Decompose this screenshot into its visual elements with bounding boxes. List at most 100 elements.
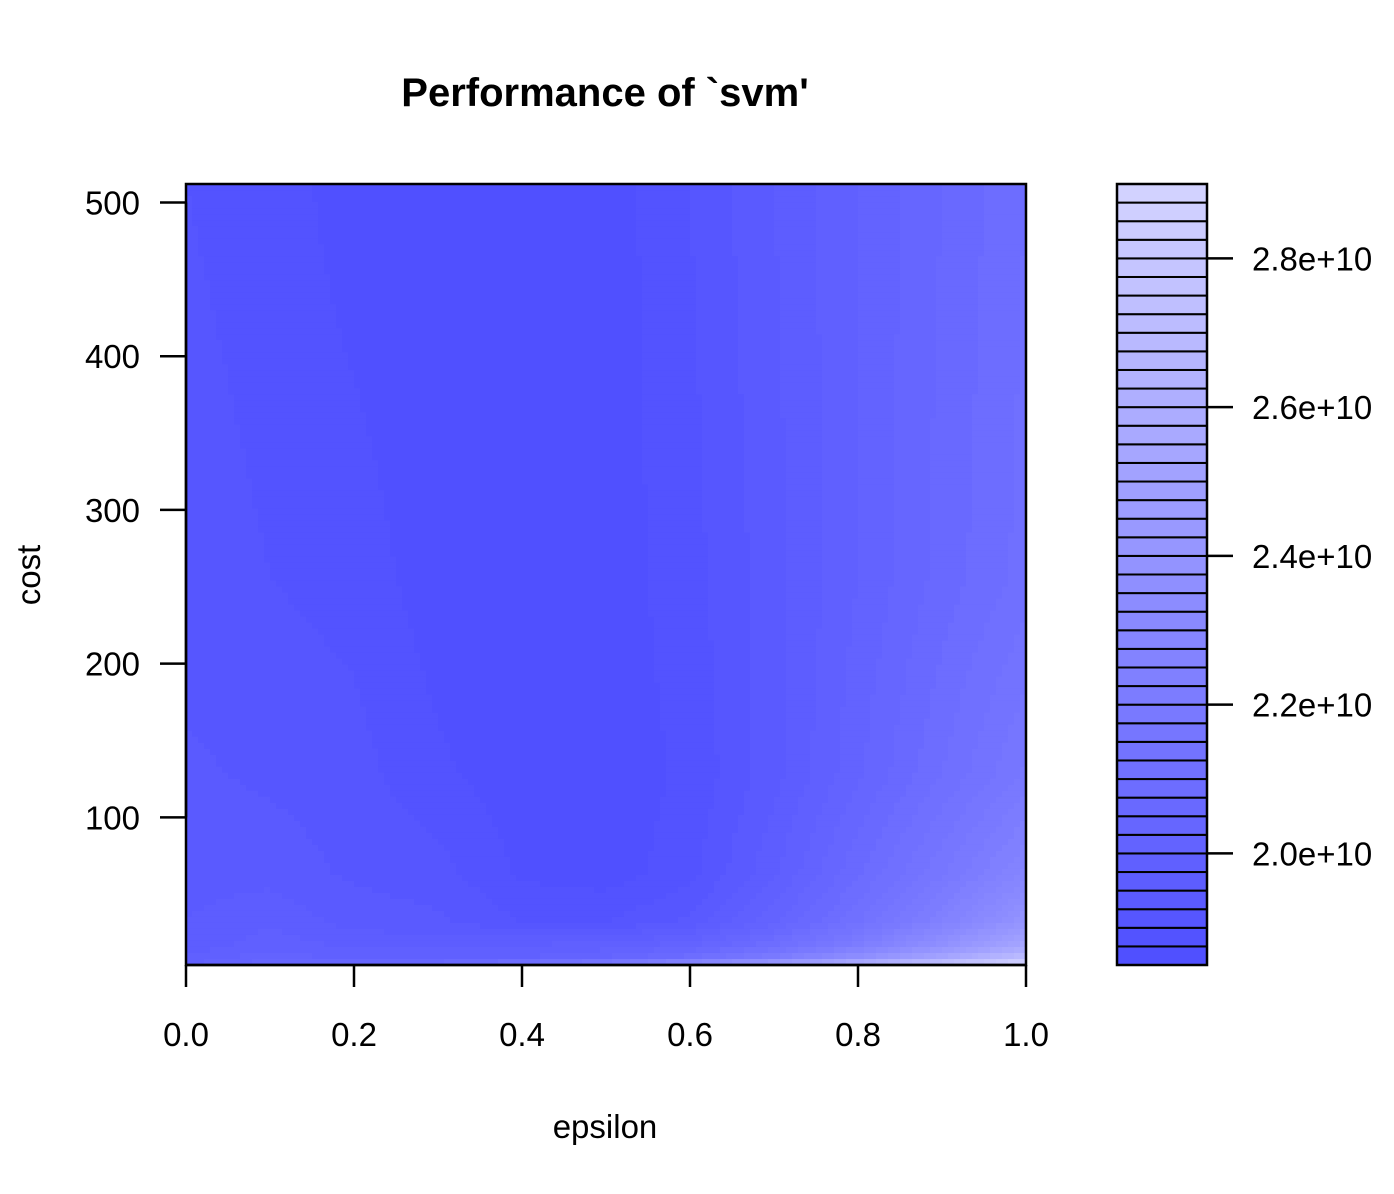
contour-cell [342, 370, 349, 377]
contour-cell [210, 568, 217, 576]
contour-cell [252, 652, 259, 660]
contour-cell [390, 922, 397, 930]
contour-cell [396, 640, 403, 648]
contour-cell [354, 904, 361, 912]
contour-cell [222, 190, 229, 197]
contour-cell [288, 214, 295, 221]
contour-cell [342, 328, 349, 335]
contour-cell [288, 352, 295, 359]
contour-cell [360, 430, 367, 437]
contour-cell [360, 670, 367, 678]
contour-cell [378, 280, 385, 287]
contour-cell [210, 490, 217, 497]
contour-cell [306, 304, 313, 311]
contour-cell [270, 472, 277, 479]
contour-cell [294, 874, 301, 882]
contour-cell [210, 586, 217, 594]
contour-cell [258, 334, 265, 341]
contour-cell [354, 478, 361, 485]
contour-cell [366, 760, 373, 768]
contour-cell [300, 238, 307, 245]
contour-cell [306, 328, 313, 335]
contour-cell [228, 928, 235, 936]
contour-cell [186, 220, 193, 227]
contour-cell [264, 526, 271, 534]
contour-cell [342, 496, 349, 504]
contour-cell [294, 628, 301, 636]
contour-cell [372, 436, 379, 443]
contour-cell [186, 214, 193, 221]
contour-cell [342, 856, 349, 864]
contour-cell [270, 604, 277, 612]
contour-cell [240, 394, 247, 401]
contour-cell [282, 250, 289, 257]
contour-cell [372, 802, 379, 810]
contour-cell [276, 682, 283, 690]
contour-cell [270, 358, 277, 365]
contour-cell [408, 544, 415, 552]
contour-cell [330, 574, 337, 582]
contour-cell [336, 250, 343, 257]
contour-cell [390, 616, 397, 624]
contour-cell [312, 268, 319, 275]
contour-cell [354, 580, 361, 588]
contour-cell [276, 952, 283, 960]
contour-cell [354, 208, 361, 215]
contour-cell [246, 418, 253, 425]
contour-cell [324, 598, 331, 606]
contour-cell [288, 268, 295, 275]
contour-cell [192, 394, 199, 401]
contour-cell [318, 730, 325, 738]
contour-cell [240, 724, 247, 732]
contour-cell [186, 898, 193, 906]
contour-cell [186, 922, 193, 930]
contour-cell [204, 418, 211, 425]
contour-cell [306, 274, 313, 281]
contour-cell [198, 748, 205, 756]
contour-cell [204, 382, 211, 389]
contour-cell [354, 448, 361, 455]
contour-cell [264, 298, 271, 305]
contour-cell [402, 940, 409, 948]
contour-cell [216, 280, 223, 287]
contour-cell [288, 346, 295, 353]
contour-cell [294, 286, 301, 293]
contour-cell [246, 256, 253, 263]
contour-cell [300, 676, 307, 684]
contour-cell [312, 694, 319, 702]
contour-cell [270, 634, 277, 642]
contour-cell [324, 772, 331, 780]
contour-cell [312, 538, 319, 546]
contour-cell [378, 448, 385, 455]
contour-cell [186, 454, 193, 461]
contour-cell [324, 376, 331, 383]
contour-cell [186, 310, 193, 317]
contour-cell [270, 238, 277, 245]
contour-cell [408, 208, 415, 215]
contour-cell [294, 922, 301, 930]
contour-cell [384, 550, 391, 558]
contour-cell [384, 256, 391, 263]
contour-cell [270, 736, 277, 744]
contour-cell [318, 706, 325, 714]
contour-cell [234, 376, 241, 383]
contour-cell [216, 370, 223, 377]
contour-cell [216, 928, 223, 936]
contour-cell [318, 556, 325, 564]
contour-cell [318, 388, 325, 395]
contour-cell [342, 814, 349, 822]
contour-cell [264, 310, 271, 317]
contour-cell [384, 328, 391, 335]
contour-cell [396, 412, 403, 419]
contour-cell [186, 232, 193, 239]
contour-cell [324, 280, 331, 287]
contour-cell [348, 472, 355, 479]
contour-cell [408, 238, 415, 245]
contour-cell [252, 916, 259, 924]
contour-cell [330, 898, 337, 906]
contour-cell [222, 184, 229, 191]
contour-cell [282, 892, 289, 900]
contour-cell [222, 412, 229, 419]
contour-cell [384, 454, 391, 461]
contour-cell [366, 532, 373, 540]
